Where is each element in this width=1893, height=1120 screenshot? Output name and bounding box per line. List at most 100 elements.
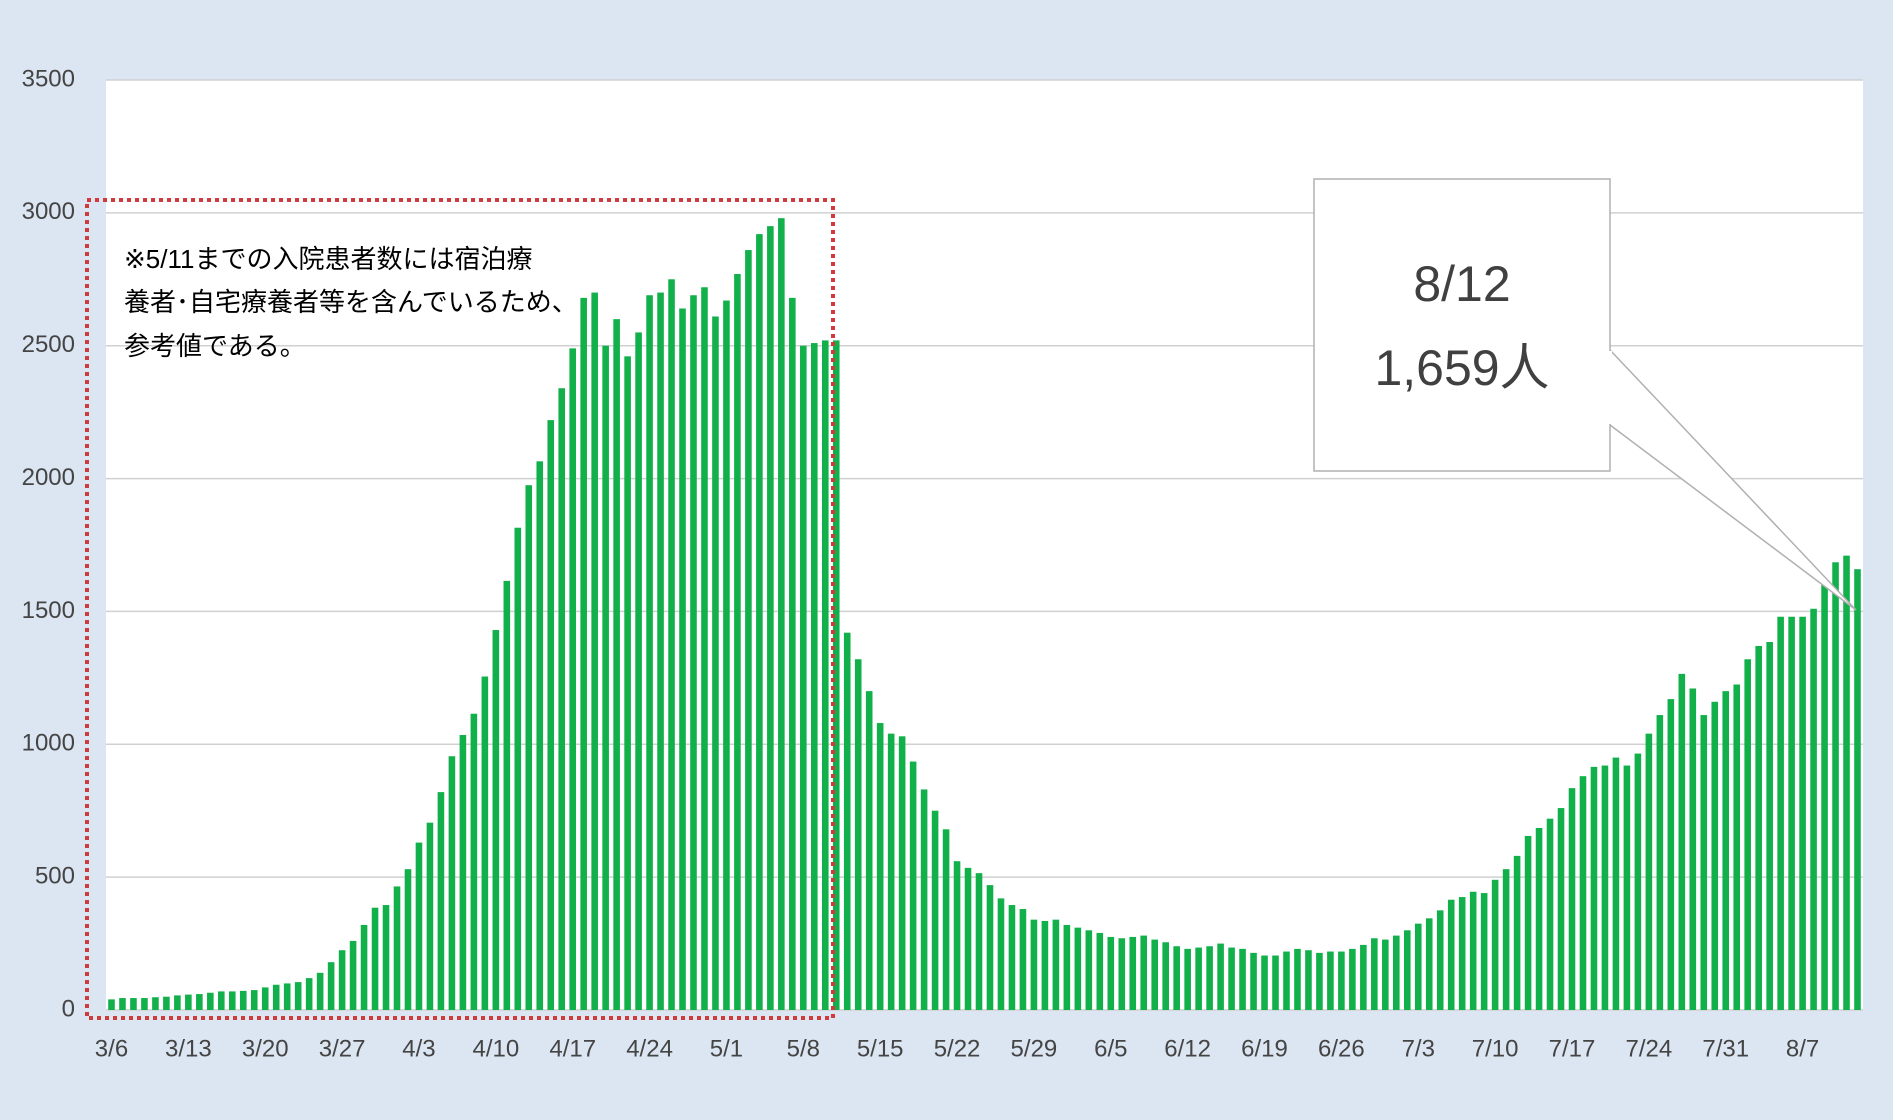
bar — [1821, 584, 1828, 1010]
note-line: 参考値である。 — [124, 331, 306, 361]
x-tick-label: 5/1 — [710, 1035, 743, 1062]
bar — [305, 978, 313, 1010]
bar — [1019, 909, 1027, 1010]
x-tick-label: 7/10 — [1472, 1035, 1519, 1062]
bar — [1535, 827, 1543, 1010]
y-tick-label: 2000 — [22, 464, 75, 491]
y-tick-label: 2500 — [22, 331, 75, 358]
bar — [569, 348, 576, 1010]
bar — [196, 994, 203, 1010]
x-tick-label: 6/5 — [1094, 1035, 1127, 1062]
bar — [898, 736, 906, 1010]
bar — [1590, 766, 1598, 1010]
callout-join — [1608, 351, 1612, 424]
note-line: ※5/11までの入院患者数には宿泊療 — [124, 244, 532, 274]
bar — [591, 292, 598, 1011]
bar — [558, 388, 566, 1010]
bar — [1250, 952, 1257, 1010]
bar — [1360, 944, 1367, 1010]
bar — [810, 343, 818, 1010]
bar — [1140, 935, 1148, 1010]
bar — [1393, 935, 1400, 1010]
x-tick-label: 4/17 — [549, 1035, 596, 1062]
bar — [767, 226, 774, 1011]
bar — [349, 940, 357, 1010]
bar — [174, 995, 181, 1010]
bar — [371, 907, 379, 1010]
x-tick-label: 7/31 — [1702, 1035, 1749, 1062]
bar — [218, 991, 225, 1010]
bar — [1436, 910, 1444, 1010]
bar — [426, 822, 434, 1010]
bar — [1711, 701, 1719, 1010]
bar — [1305, 950, 1312, 1010]
bar — [1425, 918, 1433, 1010]
bar — [1689, 688, 1697, 1010]
bar — [800, 345, 807, 1010]
bar — [789, 297, 796, 1010]
bar — [778, 218, 785, 1010]
bar — [1085, 930, 1093, 1010]
bar — [119, 998, 126, 1010]
bar — [580, 297, 587, 1010]
bar — [1755, 645, 1762, 1010]
bar — [1096, 932, 1104, 1010]
bar — [821, 340, 829, 1010]
bar — [613, 319, 620, 1011]
bar — [1568, 788, 1576, 1010]
bar — [130, 998, 137, 1010]
x-tick-label: 4/10 — [472, 1035, 519, 1062]
bar — [668, 279, 675, 1010]
bar — [920, 789, 928, 1010]
bar — [953, 861, 961, 1010]
bar — [536, 461, 544, 1010]
bar — [1173, 946, 1180, 1010]
x-tick-label: 6/19 — [1241, 1035, 1288, 1062]
bar — [1722, 691, 1730, 1010]
bar — [1008, 905, 1016, 1010]
bar — [843, 632, 851, 1010]
bar — [876, 723, 884, 1010]
bar — [1788, 616, 1795, 1010]
y-tick-label: 3500 — [22, 65, 75, 92]
bar — [1261, 955, 1268, 1010]
bar — [338, 950, 346, 1010]
bar — [316, 972, 324, 1010]
bar — [997, 898, 1005, 1010]
bar — [756, 234, 763, 1011]
bar — [942, 829, 950, 1010]
x-tick-label: 4/3 — [402, 1035, 435, 1062]
x-tick-label: 7/17 — [1549, 1035, 1596, 1062]
bar — [931, 810, 939, 1010]
bar — [887, 733, 895, 1010]
x-tick-label: 3/13 — [165, 1035, 212, 1062]
bar — [1184, 948, 1191, 1010]
bar — [1854, 569, 1861, 1010]
bar — [734, 273, 741, 1010]
bar — [745, 250, 752, 1011]
bar — [1316, 952, 1323, 1010]
x-tick-label: 5/15 — [857, 1035, 904, 1062]
y-tick-label: 3000 — [22, 198, 75, 225]
bar — [646, 295, 653, 1010]
x-tick-label: 5/8 — [787, 1035, 820, 1062]
bar — [185, 994, 192, 1010]
bar — [239, 990, 247, 1010]
callout-text: 1,659人 — [1374, 340, 1549, 396]
bar — [1766, 641, 1773, 1010]
bar — [1491, 879, 1499, 1010]
y-tick-label: 1500 — [22, 597, 75, 624]
bar — [1052, 919, 1060, 1010]
bar — [1349, 948, 1356, 1010]
bar — [1656, 715, 1664, 1010]
bar — [712, 316, 719, 1010]
bar — [382, 905, 390, 1010]
bar — [1414, 923, 1422, 1010]
bar — [1162, 942, 1169, 1010]
bar — [1217, 943, 1224, 1010]
bar — [1700, 715, 1708, 1010]
bar — [207, 992, 214, 1010]
bar — [163, 996, 170, 1010]
x-tick-label: 3/6 — [95, 1035, 128, 1062]
bar — [1107, 936, 1115, 1010]
